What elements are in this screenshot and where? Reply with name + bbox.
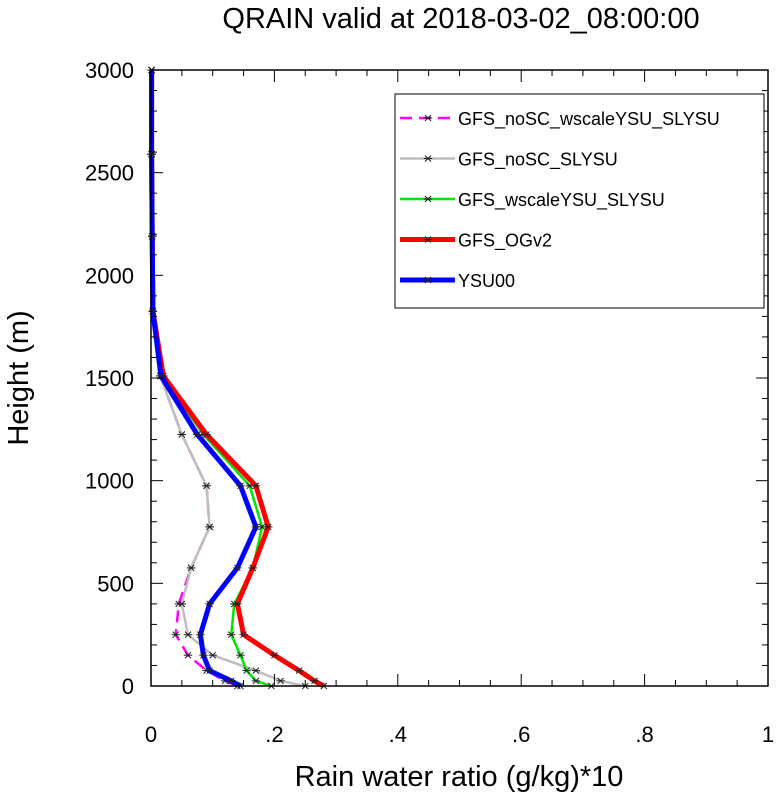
legend-label: GFS_noSC_SLYSU: [458, 150, 618, 171]
data-point: [233, 564, 242, 572]
data-point: [264, 523, 273, 531]
x-tick-label: 1: [762, 722, 774, 747]
data-point: [248, 564, 258, 572]
series-line: [150, 70, 306, 688]
y-tick-label: 1500: [85, 366, 134, 391]
series-line: [149, 70, 326, 689]
data-point: [251, 482, 261, 490]
y-tick-label: 3000: [85, 58, 134, 83]
data-point: [186, 564, 196, 572]
legend-label: GFS_noSC_wscaleYSU_SLYSU: [458, 109, 720, 130]
x-tick-label: .8: [635, 722, 653, 747]
y-axis-label: Height (m): [3, 310, 35, 445]
y-tick-label: 2500: [85, 161, 134, 186]
x-tick-label: .6: [512, 722, 530, 747]
legend-label: GFS_wscaleYSU_SLYSU: [458, 190, 665, 211]
data-point: [205, 523, 214, 531]
data-point: [177, 600, 187, 608]
data-point: [202, 482, 211, 490]
data-point: [202, 431, 211, 438]
data-point: [276, 677, 285, 685]
data-point: [239, 631, 248, 639]
legend-marker: [423, 155, 433, 162]
data-point: [242, 667, 251, 674]
data-point: [183, 631, 193, 639]
chart-title: QRAIN valid at 2018-03-02_08:00:00: [222, 3, 699, 35]
data-point: [205, 667, 214, 674]
data-point: [251, 523, 261, 531]
legend-marker: [423, 236, 433, 243]
data-point: [251, 667, 261, 674]
legend-entry: GFS_noSC_wscaleYSU_SLYSU: [400, 109, 720, 130]
data-point: [236, 651, 245, 659]
data-point: [310, 677, 319, 685]
x-axis-label: Rain water ratio (g/kg)*10: [295, 761, 624, 793]
legend-marker: [423, 276, 433, 284]
legend-box: [394, 93, 765, 309]
x-tick-label: .2: [265, 722, 283, 747]
legend-marker: [423, 114, 433, 122]
data-point: [177, 431, 187, 438]
y-tick-label: 500: [97, 571, 134, 596]
data-point: [171, 631, 180, 639]
legend-entry: GFS_OGv2: [400, 231, 552, 252]
legend-entry: GFS_wscaleYSU_SLYSU: [400, 190, 665, 211]
legend-label: YSU00: [458, 271, 515, 291]
series-layer: [147, 66, 328, 690]
series-GFS_noSC_SLYSU: [147, 66, 310, 690]
data-point: [205, 600, 214, 608]
y-tick-label: 2000: [85, 263, 134, 288]
data-point: [236, 482, 245, 490]
data-point: [233, 600, 242, 608]
y-tick-label: 0: [122, 674, 134, 699]
series-YSU00: [147, 66, 261, 690]
data-point: [199, 651, 208, 659]
data-point: [208, 651, 217, 659]
x-tick-label: 0: [145, 722, 157, 747]
legend-entry: YSU00: [400, 271, 515, 291]
y-tick-label: 1000: [85, 469, 134, 494]
data-point: [251, 677, 261, 685]
data-point: [193, 431, 202, 438]
data-point: [227, 631, 236, 639]
data-point: [270, 651, 279, 659]
legend: GFS_noSC_wscaleYSU_SLYSU GFS_noSC_SLYSU GF…: [394, 93, 765, 309]
legend-label: GFS_OGv2: [458, 231, 552, 252]
data-point: [227, 677, 236, 685]
legend-marker: [423, 195, 433, 203]
data-point: [196, 631, 205, 639]
x-tick-label: .4: [389, 722, 407, 747]
series-line: [150, 70, 272, 688]
data-point: [183, 651, 193, 659]
legend-entry: GFS_noSC_SLYSU: [400, 150, 618, 171]
tick-layer: 0 .2 .4 .6 .8 1 0 500 1000 1500 2000 2500 3000: [85, 58, 774, 747]
data-point: [294, 667, 304, 674]
